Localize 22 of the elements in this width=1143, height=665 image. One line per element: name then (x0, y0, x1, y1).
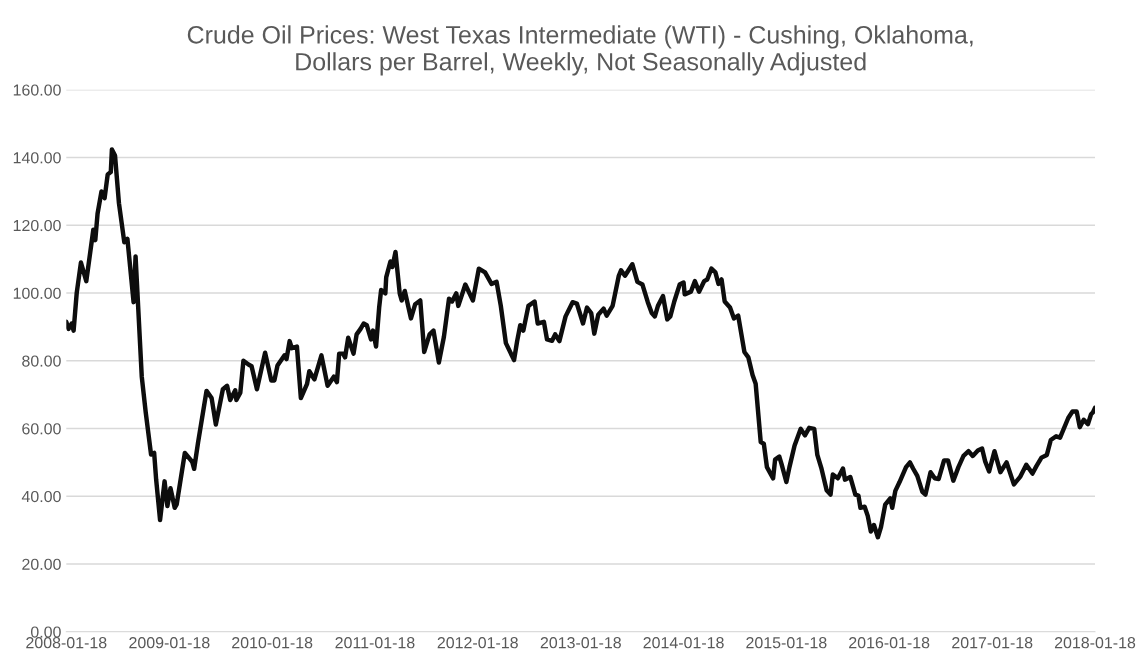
x-tick-label: 2011-01-18 (335, 637, 415, 649)
x-tick-label: 2014-01-18 (643, 637, 724, 649)
x-tick-label: 2016-01-18 (849, 637, 930, 649)
x-tick-label: 2013-01-18 (540, 637, 621, 649)
x-tick-label: 2008-01-18 (26, 637, 107, 649)
y-tick-label: 60.00 (22, 423, 61, 435)
y-tick-label: 40.00 (21, 490, 61, 503)
x-tick-label: 2012-01-18 (437, 637, 518, 649)
y-tick-label: 0.00 (30, 626, 61, 638)
y-tick-label: 160.00 (13, 84, 61, 96)
y-tick-label: 80.00 (22, 355, 61, 367)
x-tick-label: 2009-01-18 (129, 637, 210, 649)
line-series (66, 147, 1095, 540)
x-tick-label: 2017-01-18 (952, 637, 1033, 649)
y-tick-label: 140.00 (13, 152, 61, 164)
x-tick-label: 2010-01-18 (232, 637, 313, 649)
chart-title: Crude Oil Prices: West Texas Intermediate (WTI) - Cushing, Oklahoma, Dollars per Barrel, Weekly, Not Seasonally Adjusted (187, 25, 973, 76)
y-tick-label: 100.00 (13, 287, 61, 299)
x-tick-label: 2018-01-18 (1054, 637, 1136, 649)
x-tick-label: 2015-01-18 (746, 637, 827, 649)
y-tick-label: 120.00 (13, 219, 61, 232)
y-tick-label: 20.00 (22, 558, 61, 570)
